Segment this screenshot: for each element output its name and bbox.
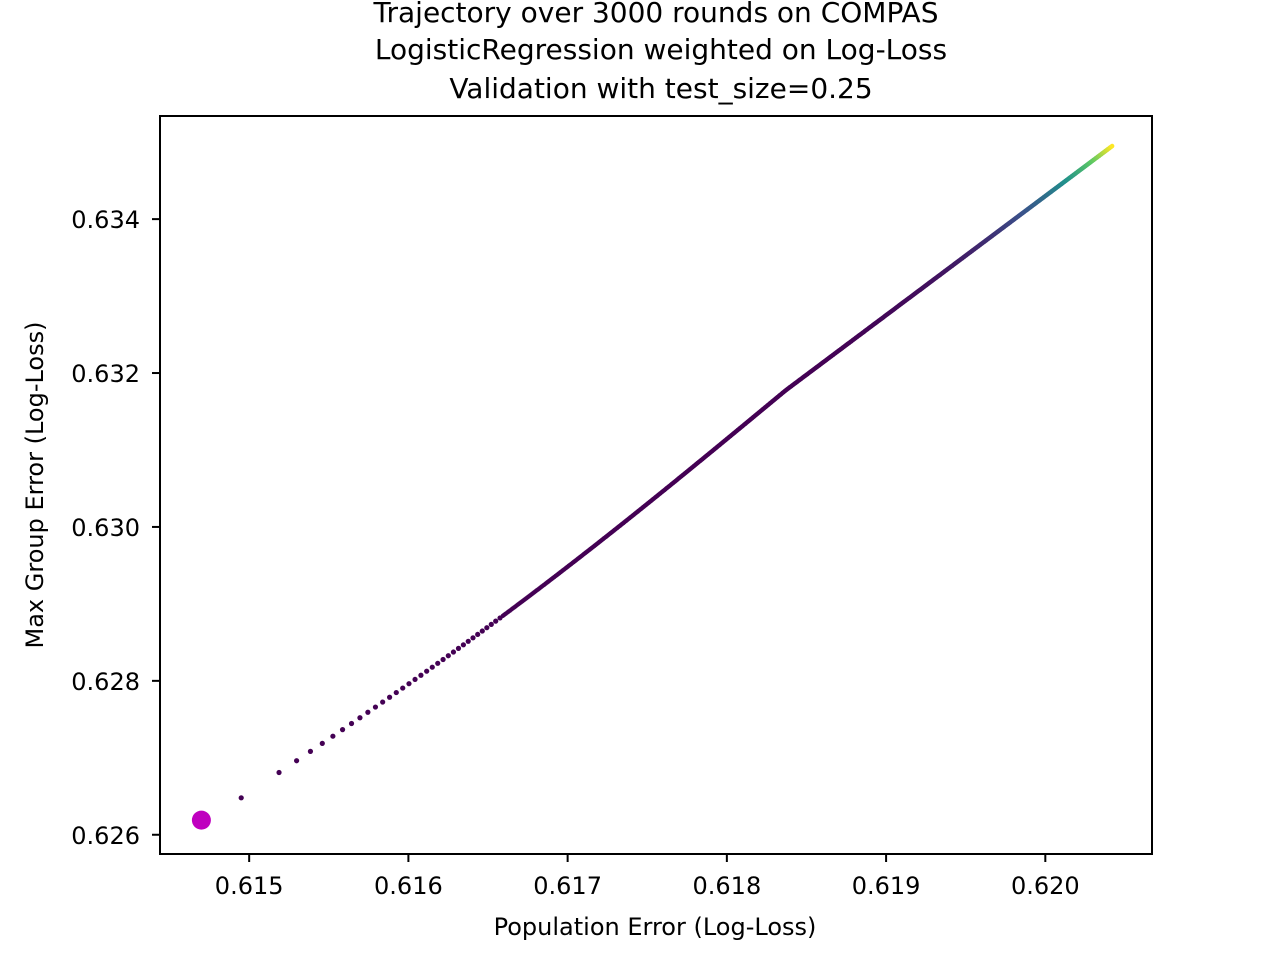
trajectory-point bbox=[294, 758, 300, 764]
trajectory-point bbox=[465, 638, 471, 644]
trajectory-point bbox=[307, 748, 314, 755]
chart-title: Trajectory over 3000 rounds on COMPAS Lo… bbox=[373, 0, 948, 105]
chart-title-line-2: LogisticRegression weighted on Log-Loss bbox=[375, 33, 947, 66]
trajectory-point bbox=[470, 635, 476, 641]
plot-frame bbox=[159, 115, 1153, 855]
y-tick-label: 0.626 bbox=[71, 822, 140, 850]
trajectory-point bbox=[406, 681, 412, 687]
trajectory-point bbox=[330, 733, 336, 739]
trajectory-point bbox=[393, 689, 399, 696]
trajectory-point bbox=[479, 628, 485, 634]
x-tick-label: 0.620 bbox=[1011, 872, 1080, 900]
trajectory-point bbox=[460, 642, 466, 648]
highlight-layer bbox=[191, 810, 211, 830]
trajectory-point bbox=[348, 720, 355, 727]
trajectory-point bbox=[400, 685, 406, 691]
y-axis: 0.626 0.628 0.630 0.632 0.634 bbox=[71, 206, 160, 850]
trajectory-point bbox=[493, 618, 499, 624]
trajectory-point bbox=[372, 704, 379, 710]
trajectory-point bbox=[238, 795, 244, 801]
y-tick-label: 0.632 bbox=[71, 360, 140, 388]
plot-area bbox=[159, 115, 1153, 855]
y-tick-label: 0.634 bbox=[71, 206, 140, 234]
chart-title-line-3: Validation with test_size=0.25 bbox=[449, 72, 872, 105]
trajectory-point bbox=[455, 645, 462, 652]
x-tick-label: 0.616 bbox=[374, 872, 443, 900]
trajectory-point bbox=[319, 740, 325, 746]
trajectory-point bbox=[440, 656, 446, 663]
highlight-point bbox=[191, 810, 211, 830]
trajectory-point bbox=[418, 672, 424, 678]
trajectory-point bbox=[412, 676, 418, 683]
x-tick-label: 0.618 bbox=[693, 872, 762, 900]
x-tick-label: 0.615 bbox=[215, 872, 284, 900]
trajectory-point bbox=[387, 694, 393, 700]
trajectory-point bbox=[380, 699, 386, 705]
trajectory-point bbox=[357, 715, 363, 721]
trajectory-point bbox=[475, 631, 481, 638]
trajectory-point bbox=[488, 621, 494, 628]
trajectory-points bbox=[238, 143, 1115, 801]
trajectory-point bbox=[435, 660, 441, 666]
trajectory-point bbox=[450, 649, 457, 655]
x-axis-label: Population Error (Log-Loss) bbox=[494, 913, 817, 941]
y-axis-label: Max Group Error (Log-Loss) bbox=[21, 322, 49, 649]
trajectory-point bbox=[424, 668, 430, 674]
trajectory-point bbox=[484, 625, 490, 631]
trajectory-point bbox=[339, 727, 346, 733]
trajectory-point bbox=[1109, 143, 1115, 149]
x-tick-label: 0.617 bbox=[533, 872, 602, 900]
y-tick-label: 0.628 bbox=[71, 668, 140, 696]
x-tick-label: 0.619 bbox=[852, 872, 921, 900]
trajectory-point bbox=[429, 664, 435, 670]
trajectory-point bbox=[445, 653, 451, 659]
x-axis: 0.615 0.616 0.617 0.618 0.619 0.620 bbox=[215, 854, 1080, 900]
trajectory-point bbox=[276, 769, 282, 776]
chart-title-line-1: Trajectory over 3000 rounds on COMPAS bbox=[373, 0, 939, 29]
trajectory-point bbox=[365, 709, 371, 715]
y-tick-label: 0.630 bbox=[71, 514, 140, 542]
